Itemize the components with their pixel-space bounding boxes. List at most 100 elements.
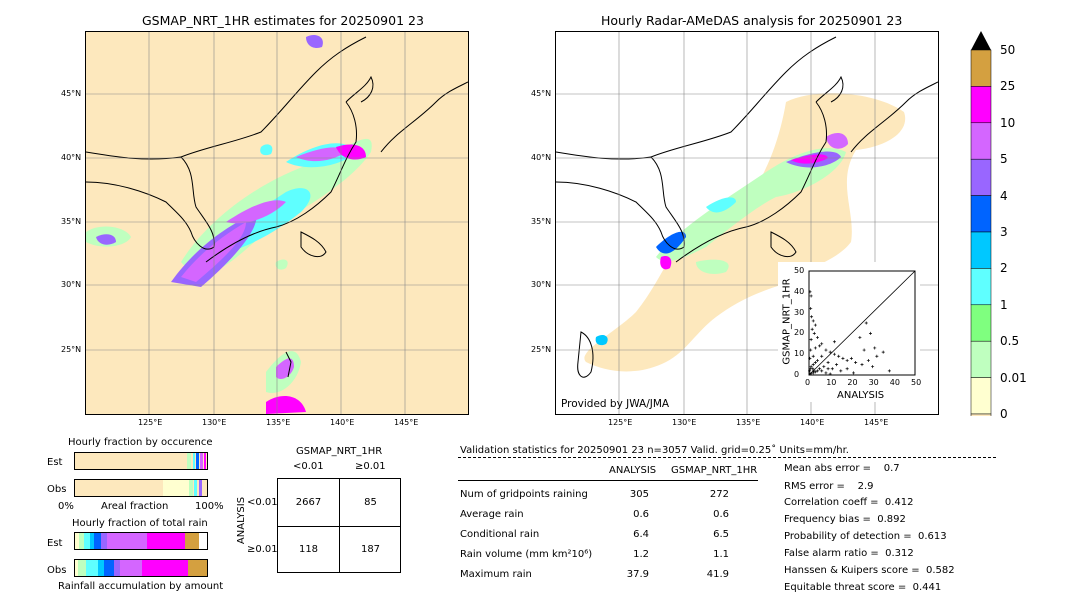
scatter-point: [852, 371, 856, 375]
left-gridlines: [86, 32, 468, 414]
scatter-point: [811, 367, 815, 371]
left-map-canvas: [86, 32, 468, 414]
validation-row-label: Maximum rain: [460, 569, 532, 580]
validation-row-label: Conditional rain: [460, 529, 540, 540]
validation-header: Validation statistics for 20250901 23 n=…: [460, 445, 849, 456]
lat-label: 30°N: [61, 280, 82, 289]
scatter-point: [849, 356, 853, 360]
scatter-point: [815, 336, 819, 340]
scatter-point: [822, 365, 826, 369]
lat-label: 40°N: [531, 153, 552, 162]
data-credit: Provided by JWA/JMA: [561, 398, 670, 410]
validation-col-analysis: ANALYSIS: [609, 465, 657, 476]
lon-label: 135°E: [736, 418, 761, 427]
occurrence-est-label: Est: [47, 457, 63, 468]
validation-row-gsmap: 41.9: [706, 569, 729, 580]
lat-label: 45°N: [531, 89, 552, 98]
contingency-cell: 2667: [295, 497, 322, 508]
scatter-ytick: 40: [794, 286, 805, 296]
contingency-row-axis: ANALYSIS: [236, 496, 248, 545]
scatter-ylabel: GSMAP_NRT_1HR: [781, 278, 793, 365]
lon-label: 145°E: [394, 418, 419, 427]
colorbar-segment: [970, 158, 992, 196]
colorbar-label: 1: [1000, 297, 1008, 312]
validation-row-label: Rain volume (mm km²10⁶): [460, 549, 593, 560]
scatter-point: [809, 338, 813, 342]
scatter-ytick: 20: [794, 328, 805, 338]
occurrence-tick-0: 0%: [58, 501, 74, 512]
validation-header-rule: [458, 457, 996, 458]
lat-label: 30°N: [531, 280, 552, 289]
validation-row-gsmap: 0.6: [713, 509, 729, 520]
lat-label: 45°N: [61, 89, 82, 98]
scatter-point: [873, 346, 877, 350]
scatter-point: [845, 358, 849, 362]
scatter-point: [811, 354, 815, 358]
scatter-point: [868, 331, 872, 335]
scatter-xtick: 50: [911, 378, 922, 387]
validation-row-analysis: 6.4: [633, 529, 649, 540]
occurrence-est-bar: [74, 452, 208, 470]
colorbar-segment: [970, 122, 992, 160]
validation-col-gsmap: GSMAP_NRT_1HR: [671, 465, 758, 476]
scatter-xtick: 10: [826, 378, 837, 387]
scatter-point: [813, 346, 817, 350]
scatter-point: [812, 331, 816, 335]
colorbar-label: 4: [1000, 188, 1008, 203]
scatter-point: [808, 367, 812, 371]
left-map-title: GSMAP_NRT_1HR estimates for 20250901 23: [142, 13, 424, 28]
colorbar-segment: [970, 231, 992, 269]
scatter-point: [881, 350, 885, 354]
scatter-point: [837, 354, 841, 358]
scatter-point: [813, 323, 817, 327]
occurrence-title: Hourly fraction by occurence: [68, 437, 213, 448]
colorbar-segment: [970, 49, 992, 87]
colorbar-label: 0: [1000, 407, 1008, 421]
validation-row-analysis: 305: [629, 489, 649, 500]
colorbar-label: 50: [1000, 43, 1016, 57]
colorbar-label: 25: [1000, 79, 1016, 94]
scatter-point: [832, 340, 836, 344]
colorbar-segment: [970, 304, 992, 342]
scatter-point: [820, 369, 824, 373]
lon-label: 145°E: [864, 418, 889, 427]
scatter-point: [809, 348, 813, 352]
score-line: Mean abs error = 0.7: [784, 463, 900, 474]
contingency-col-2: ≥0.01: [355, 461, 386, 472]
scatter-point: [810, 327, 814, 331]
scatter-point: [815, 358, 819, 362]
scatter-plot: [808, 270, 916, 376]
scatter-point: [832, 352, 836, 356]
left-coastline: [86, 36, 468, 378]
scatter-point: [818, 367, 822, 371]
validation-row-gsmap: 272: [709, 489, 729, 500]
lat-label: 25°N: [531, 345, 552, 354]
scatter-point: [820, 342, 824, 346]
colorbar: [970, 31, 992, 416]
occurrence-xlabel: Areal fraction: [101, 501, 169, 512]
scatter-point: [828, 372, 832, 376]
scatter-ytick: 10: [794, 349, 805, 359]
contingency-cell: 85: [364, 497, 377, 508]
right-rain-field: [584, 93, 906, 372]
rain-fraction-xlabel: Rainfall accumulation by amount: [58, 581, 224, 592]
right-coastline: [556, 36, 938, 378]
scatter-point: [887, 369, 891, 373]
contingency-row-2: ≥0.01: [247, 544, 278, 555]
scatter-ytick: 30: [794, 307, 805, 317]
rain-fraction-est-bar: [74, 532, 208, 550]
validation-row-label: Average rain: [460, 509, 524, 520]
scatter-point: [858, 336, 862, 340]
score-line: False alarm ratio = 0.312: [784, 548, 914, 559]
left-rain-field: [86, 35, 372, 414]
scatter-point: [812, 369, 816, 373]
rain-fraction-title: Hourly fraction of total rain: [72, 518, 208, 529]
scatter-point: [841, 356, 845, 360]
colorbar-label: 3: [1000, 225, 1008, 239]
scatter-point: [824, 371, 828, 375]
occurrence-obs-bar: [74, 479, 208, 497]
scatter-point: [864, 321, 868, 325]
scatter-point: [808, 356, 812, 360]
scatter-point: [835, 363, 839, 367]
validation-row-label: Num of gridpoints raining: [460, 489, 588, 500]
